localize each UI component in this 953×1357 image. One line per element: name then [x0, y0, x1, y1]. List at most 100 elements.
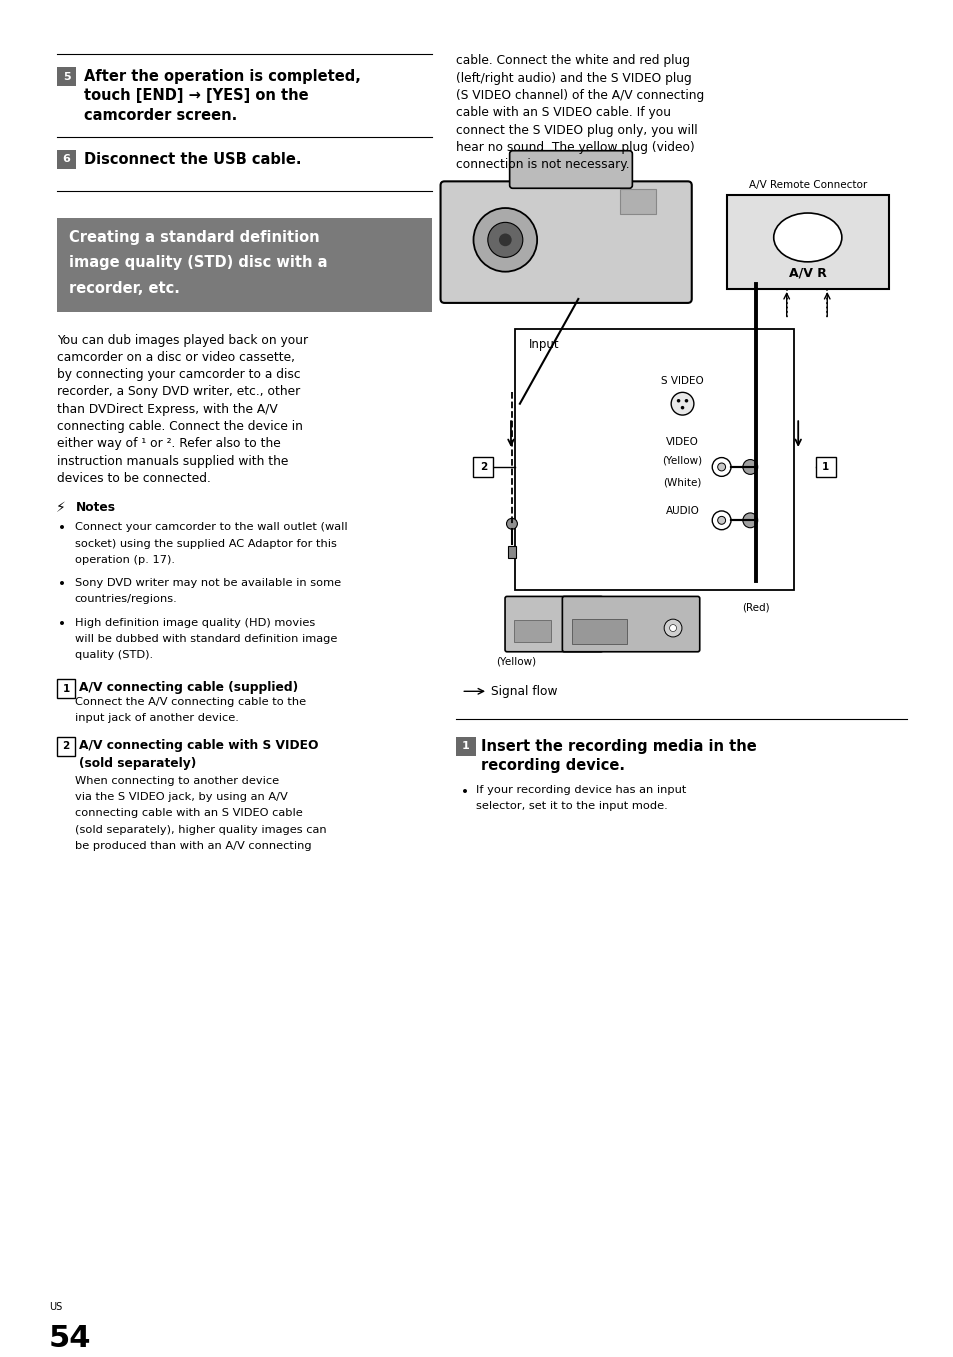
- Circle shape: [742, 513, 757, 528]
- Circle shape: [663, 619, 681, 636]
- Bar: [57, 68, 76, 87]
- Text: connecting cable with an S VIDEO cable: connecting cable with an S VIDEO cable: [74, 809, 302, 818]
- Text: 2: 2: [63, 741, 70, 752]
- Bar: [726, 195, 888, 289]
- Text: hear no sound. The yellow plug (video): hear no sound. The yellow plug (video): [456, 141, 695, 153]
- Circle shape: [669, 624, 676, 631]
- Text: Connect the A/V connecting cable to the: Connect the A/V connecting cable to the: [74, 696, 306, 707]
- Text: cable with an S VIDEO cable. If you: cable with an S VIDEO cable. If you: [456, 106, 671, 119]
- Bar: [572, 619, 626, 643]
- Text: Sony DVD writer may not be available in some: Sony DVD writer may not be available in …: [74, 578, 340, 588]
- Text: by connecting your camcorder to a disc: by connecting your camcorder to a disc: [57, 368, 300, 381]
- Text: Disconnect the USB cable.: Disconnect the USB cable.: [84, 152, 301, 167]
- Text: A/V Remote Connector: A/V Remote Connector: [748, 180, 866, 190]
- FancyBboxPatch shape: [440, 182, 691, 303]
- Text: image quality (STD) disc with a: image quality (STD) disc with a: [69, 255, 327, 270]
- Circle shape: [717, 517, 725, 524]
- Text: recorder, etc.: recorder, etc.: [69, 281, 179, 296]
- Circle shape: [671, 392, 693, 415]
- Circle shape: [676, 399, 679, 403]
- Text: 1: 1: [63, 684, 70, 693]
- Text: •: •: [58, 616, 66, 631]
- Text: touch [END] → [YES] on the: touch [END] → [YES] on the: [84, 88, 309, 103]
- Text: (Yellow): (Yellow): [661, 456, 701, 465]
- FancyBboxPatch shape: [561, 597, 699, 651]
- Text: recorder, a Sony DVD writer, etc., other: recorder, a Sony DVD writer, etc., other: [57, 385, 300, 399]
- Text: 54: 54: [49, 1324, 91, 1353]
- Text: connect the S VIDEO plug only, you will: connect the S VIDEO plug only, you will: [456, 123, 698, 137]
- Circle shape: [712, 512, 730, 529]
- Text: via the S VIDEO jack, by using an A/V: via the S VIDEO jack, by using an A/V: [74, 792, 287, 802]
- Text: You can dub images played back on your: You can dub images played back on your: [57, 334, 308, 346]
- Text: operation (p. 17).: operation (p. 17).: [74, 555, 174, 565]
- Bar: [619, 189, 656, 213]
- Text: 5: 5: [63, 72, 71, 81]
- Text: Notes: Notes: [75, 501, 115, 514]
- Text: •: •: [461, 786, 469, 799]
- Text: Insert the recording media in the: Insert the recording media in the: [480, 738, 756, 753]
- Text: (sold separately), higher quality images can: (sold separately), higher quality images…: [74, 825, 326, 835]
- Text: Input: Input: [528, 338, 558, 351]
- Text: 1: 1: [461, 741, 470, 752]
- Text: •: •: [58, 521, 66, 535]
- Text: input jack of another device.: input jack of another device.: [74, 712, 238, 723]
- Text: be produced than with an A/V connecting: be produced than with an A/V connecting: [74, 841, 311, 851]
- Text: connection is not necessary.: connection is not necessary.: [456, 159, 629, 171]
- Text: (White): (White): [662, 478, 701, 487]
- Text: camcorder screen.: camcorder screen.: [84, 107, 237, 122]
- FancyBboxPatch shape: [504, 597, 602, 651]
- Text: AUDIO: AUDIO: [665, 506, 699, 517]
- Text: connecting cable. Connect the device in: connecting cable. Connect the device in: [57, 421, 302, 433]
- Text: VIDEO: VIDEO: [665, 437, 699, 448]
- Text: (Red): (Red): [741, 603, 769, 612]
- Circle shape: [680, 406, 683, 410]
- FancyBboxPatch shape: [509, 151, 632, 189]
- Text: When connecting to another device: When connecting to another device: [74, 776, 278, 786]
- Text: A/V R: A/V R: [788, 266, 826, 280]
- Bar: [473, 457, 493, 476]
- Text: 2: 2: [479, 461, 486, 472]
- Text: ⚡: ⚡: [56, 501, 66, 516]
- Circle shape: [574, 620, 581, 628]
- Circle shape: [684, 399, 687, 403]
- Text: (left/right audio) and the S VIDEO plug: (left/right audio) and the S VIDEO plug: [456, 72, 691, 84]
- Text: camcorder on a disc or video cassette,: camcorder on a disc or video cassette,: [57, 351, 294, 364]
- Text: 1: 1: [821, 461, 829, 472]
- Text: US: US: [49, 1301, 62, 1312]
- Text: devices to be connected.: devices to be connected.: [57, 472, 211, 484]
- Bar: [57, 680, 75, 697]
- Text: cable. Connect the white and red plug: cable. Connect the white and red plug: [456, 54, 690, 68]
- Text: recording device.: recording device.: [480, 759, 624, 773]
- Text: 6: 6: [63, 155, 71, 164]
- Bar: [514, 620, 551, 642]
- Text: Signal flow: Signal flow: [491, 685, 557, 697]
- Circle shape: [487, 223, 522, 258]
- Text: Connect your camcorder to the wall outlet (wall: Connect your camcorder to the wall outle…: [74, 522, 347, 532]
- Bar: [57, 218, 431, 312]
- Bar: [815, 457, 835, 476]
- Text: A/V connecting cable with S VIDEO: A/V connecting cable with S VIDEO: [79, 740, 318, 752]
- Circle shape: [742, 460, 757, 475]
- Bar: [508, 546, 516, 558]
- Circle shape: [717, 463, 725, 471]
- Text: If your recording device has an input: If your recording device has an input: [476, 786, 686, 795]
- Text: Creating a standard definition: Creating a standard definition: [69, 231, 319, 246]
- Text: either way of ¹ or ². Refer also to the: either way of ¹ or ². Refer also to the: [57, 437, 280, 451]
- Text: (S VIDEO channel) of the A/V connecting: (S VIDEO channel) of the A/V connecting: [456, 90, 704, 102]
- Text: will be dubbed with standard definition image: will be dubbed with standard definition …: [74, 634, 336, 645]
- Text: than DVDirect Express, with the A/V: than DVDirect Express, with the A/V: [57, 403, 277, 415]
- Text: selector, set it to the input mode.: selector, set it to the input mode.: [476, 802, 667, 811]
- Text: After the operation is completed,: After the operation is completed,: [84, 69, 360, 84]
- Text: High definition image quality (HD) movies: High definition image quality (HD) movie…: [74, 617, 314, 628]
- Text: (sold separately): (sold separately): [79, 756, 195, 769]
- Circle shape: [506, 518, 517, 529]
- Bar: [515, 328, 794, 590]
- Text: socket) using the supplied AC Adaptor for this: socket) using the supplied AC Adaptor fo…: [74, 539, 336, 548]
- Text: instruction manuals supplied with the: instruction manuals supplied with the: [57, 455, 288, 468]
- Text: countries/regions.: countries/regions.: [74, 594, 177, 604]
- Bar: [57, 737, 75, 756]
- Circle shape: [498, 233, 511, 246]
- Text: A/V connecting cable (supplied): A/V connecting cable (supplied): [79, 681, 297, 695]
- Circle shape: [712, 457, 730, 476]
- Text: quality (STD).: quality (STD).: [74, 650, 152, 661]
